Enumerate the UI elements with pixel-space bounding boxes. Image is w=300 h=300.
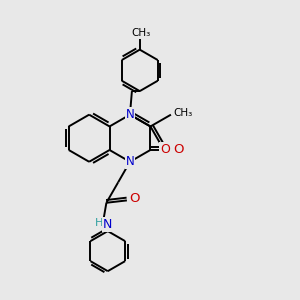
- Text: H: H: [95, 218, 103, 228]
- Text: O: O: [130, 192, 140, 205]
- Text: O: O: [160, 143, 170, 156]
- Text: CH₃: CH₃: [131, 28, 150, 38]
- Text: N: N: [126, 155, 134, 168]
- Text: O: O: [173, 143, 184, 157]
- Text: N: N: [103, 218, 112, 231]
- Text: N: N: [126, 108, 134, 121]
- Text: CH₃: CH₃: [173, 108, 192, 118]
